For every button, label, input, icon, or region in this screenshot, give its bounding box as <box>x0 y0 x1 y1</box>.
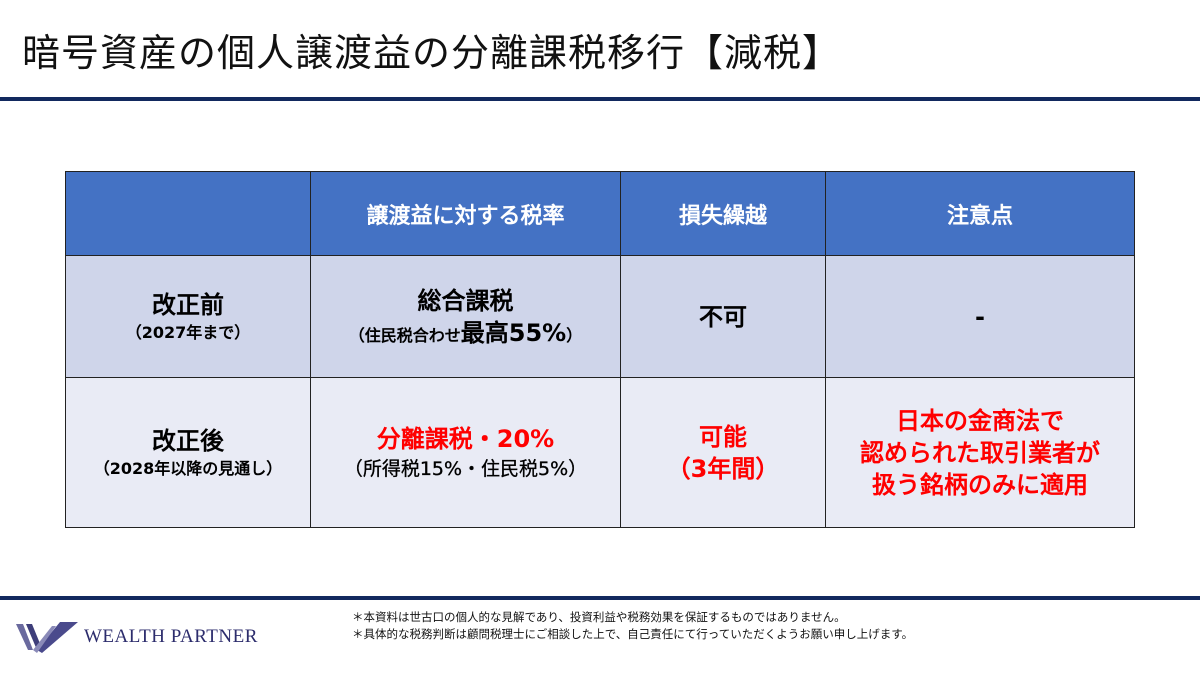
rate-cell: 総合課税 （住民税合わせ最高55%） <box>310 255 621 378</box>
header-cell-carryover: 損失繰越 <box>620 171 826 256</box>
carryover-period: （3年間） <box>666 454 780 483</box>
wealth-partner-logo: WEALTH PARTNER <box>16 620 258 654</box>
rate-sub-suffix: ） <box>566 325 583 345</box>
disclaimer-line: ＊具体的な税務判断は顧問税理士にご相談した上で、自己責任にて行っていただくようお… <box>352 627 914 641</box>
comparison-table: 譲渡益に対する税率 損失繰越 注意点 改正前 （2027年まで） 総合課税 （住… <box>65 171 1135 528</box>
carryover-value: 不可 <box>699 302 747 331</box>
disclaimer-line: ＊本資料は世古口の個人的な見解であり、投資利益や税務効果を保証するものではありま… <box>352 610 846 624</box>
rate-sub-prefix: （住民税合わせ <box>348 325 461 345</box>
title-divider <box>0 97 1200 101</box>
header-cell-empty <box>65 171 311 256</box>
w-logo-icon <box>16 622 78 653</box>
row-label-cell: 改正前 （2027年まで） <box>65 255 311 378</box>
page-title: 暗号資産の個人譲渡益の分離課税移行【減税】 <box>22 31 842 75</box>
note-line: 日本の金商法で <box>896 406 1064 435</box>
note-value: - <box>975 302 985 331</box>
notes-cell: - <box>825 255 1135 378</box>
table-header-row: 譲渡益に対する税率 損失繰越 注意点 <box>65 171 1135 256</box>
rate-sub: （所得税15%・住民税5%） <box>343 457 588 480</box>
row-label: 改正前 <box>152 290 224 319</box>
notes-cell: 日本の金商法で 認められた取引業者が 扱う銘柄のみに適用 <box>825 377 1135 528</box>
footer-divider <box>0 596 1200 600</box>
carryover-value: 可能 <box>699 422 747 451</box>
rate-cell: 分離課税・20% （所得税15%・住民税5%） <box>310 377 621 528</box>
carryover-cell: 可能 （3年間） <box>620 377 826 528</box>
header-cell-notes: 注意点 <box>825 171 1135 256</box>
row-sublabel: （2027年まで） <box>125 322 251 342</box>
carryover-cell: 不可 <box>620 255 826 378</box>
note-line: 認められた取引業者が <box>860 438 1100 467</box>
header-cell-rate: 譲渡益に対する税率 <box>310 171 621 256</box>
row-label-cell: 改正後 （2028年以降の見通し） <box>65 377 311 528</box>
row-label: 改正後 <box>152 426 224 455</box>
rate-sub-emphasis: 最高55% <box>460 318 567 347</box>
logo-text: WEALTH PARTNER <box>84 626 258 647</box>
table-row: 改正後 （2028年以降の見通し） 分離課税・20% （所得税15%・住民税5%… <box>65 377 1135 528</box>
disclaimer: ＊本資料は世古口の個人的な見解であり、投資利益や税務効果を保証するものではありま… <box>352 609 913 643</box>
rate-main: 総合課税 <box>417 286 514 315</box>
note-line: 扱う銘柄のみに適用 <box>872 470 1088 499</box>
table-row: 改正前 （2027年まで） 総合課税 （住民税合わせ最高55%） 不可 - <box>65 255 1135 378</box>
row-sublabel: （2028年以降の見通し） <box>93 458 283 478</box>
rate-main: 分離課税・20% <box>376 424 555 453</box>
rate-sub: （住民税合わせ最高55%） <box>311 317 620 349</box>
